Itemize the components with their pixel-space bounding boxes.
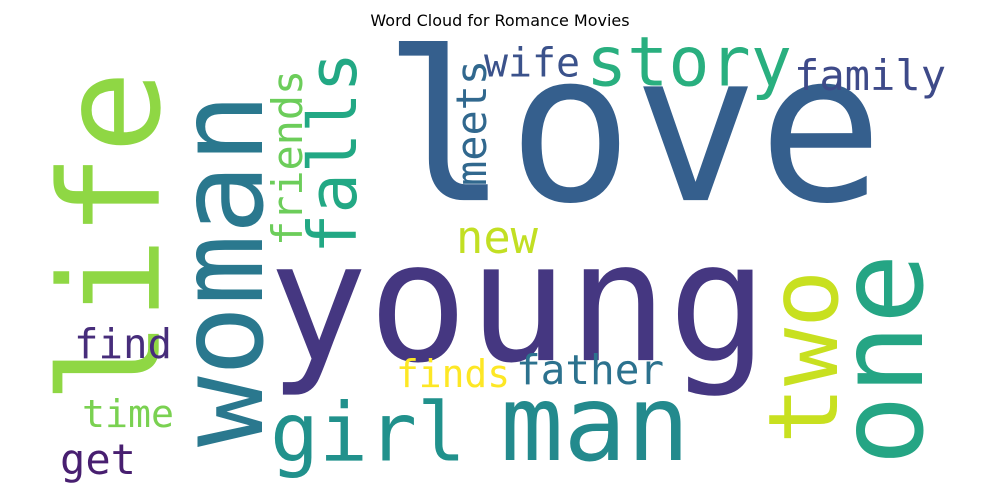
word-time: time [82,393,174,437]
word-falls: falls [294,52,372,254]
word-woman: woman [153,93,290,447]
word-young: young [268,207,768,400]
word-new: new [456,211,539,264]
word-wife: wife [484,40,580,86]
word-father: father [516,346,664,394]
word-family: family [794,51,946,100]
word-friends: friends [263,70,312,246]
word-find: find [74,320,172,368]
word-girl: girl [270,386,466,481]
chart-title: Word Cloud for Romance Movies [370,11,630,30]
word-get: get [60,435,136,484]
word-love: love [383,8,884,250]
word-story: story [586,24,792,103]
word-life: life [30,70,192,404]
word-two: two [747,270,860,444]
word-man: man [500,363,690,485]
word-finds: finds [396,352,510,396]
word-one: one [813,253,950,465]
word-meets: meets [447,60,496,186]
